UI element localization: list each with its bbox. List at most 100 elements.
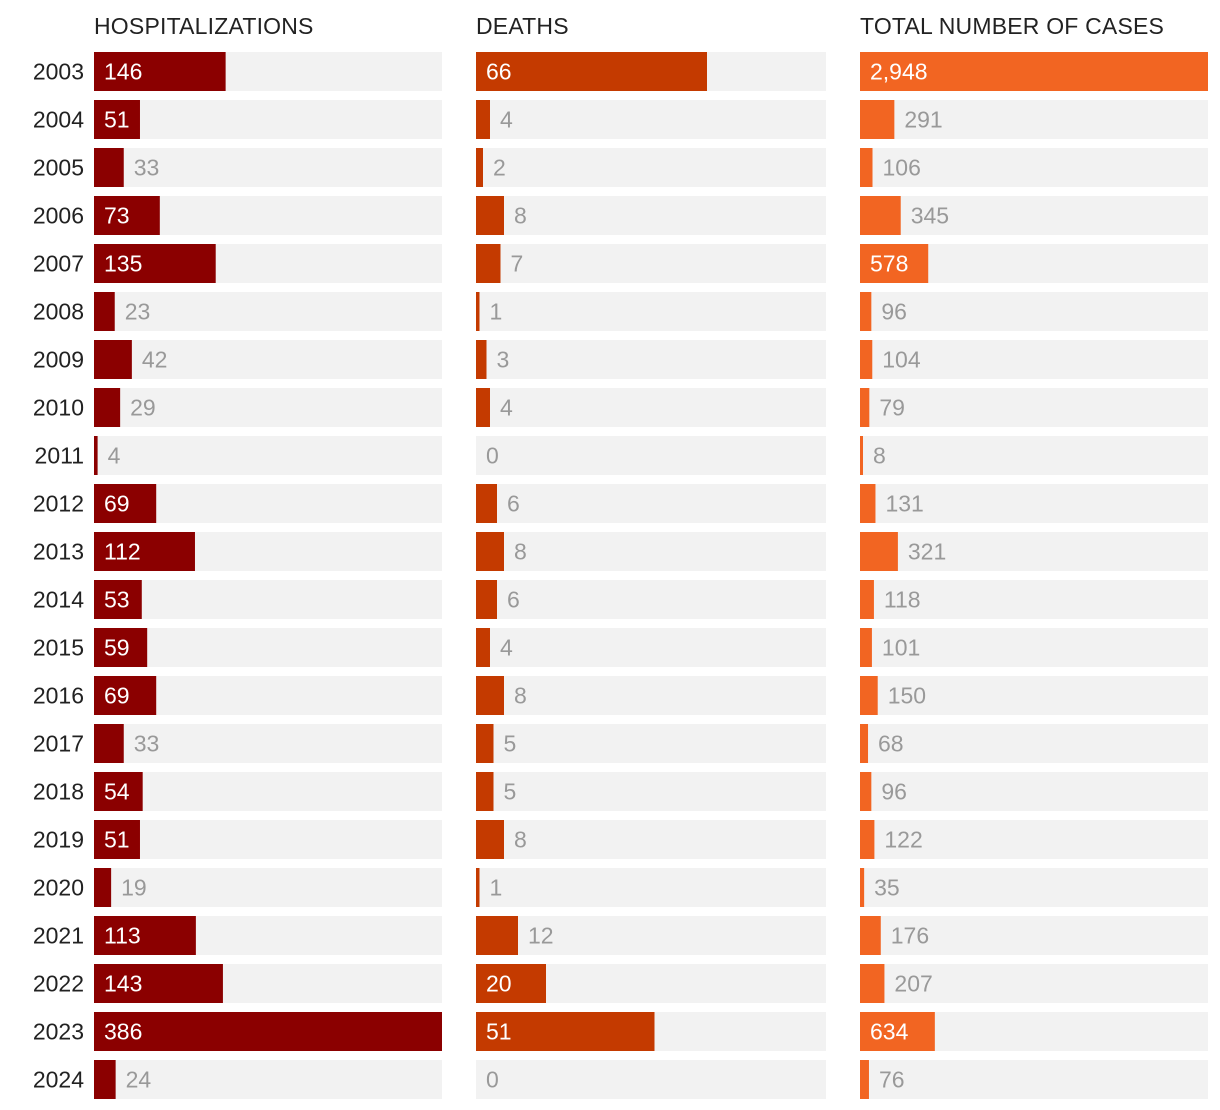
- year-label: 2008: [33, 299, 84, 325]
- bar-track: [476, 868, 826, 907]
- bar-track: [860, 580, 1208, 619]
- year-label: 2006: [33, 203, 84, 229]
- data-label: 176: [891, 923, 929, 949]
- year-label: 2022: [33, 971, 84, 997]
- bar: [94, 52, 226, 91]
- bar: [476, 388, 490, 427]
- data-label: 112: [104, 539, 141, 565]
- bar: [94, 484, 157, 523]
- year-label: 2005: [33, 155, 84, 181]
- data-label: 207: [894, 971, 932, 997]
- data-label: 122: [884, 827, 922, 853]
- bar: [94, 292, 115, 331]
- bar: [476, 868, 480, 907]
- data-label: 19: [121, 875, 147, 901]
- data-label: 6: [507, 491, 520, 517]
- data-label: 634: [870, 1019, 909, 1045]
- bar: [860, 580, 874, 619]
- bar: [860, 964, 885, 1003]
- value-labels: 1465133731352342294691125359693354511911…: [104, 59, 949, 1093]
- year-label: 2011: [35, 443, 84, 469]
- bar: [476, 100, 490, 139]
- bar-track: [860, 916, 1208, 955]
- bar-track: [476, 772, 826, 811]
- bar-track: [94, 724, 442, 763]
- data-label: 8: [514, 539, 527, 565]
- bar-track: [476, 676, 826, 715]
- bar-track: [476, 244, 826, 283]
- bar-track: [476, 484, 826, 523]
- bar: [860, 820, 875, 859]
- data-label: 3: [497, 347, 510, 373]
- data-label: 69: [104, 491, 130, 517]
- bar: [860, 676, 878, 715]
- bar: [94, 772, 143, 811]
- year-label: 2015: [33, 635, 84, 661]
- data-label: 51: [486, 1019, 512, 1045]
- bar-tracks: [94, 52, 1208, 1099]
- data-label: 20: [486, 971, 512, 997]
- data-label: 150: [888, 683, 926, 709]
- bar-track: [94, 820, 442, 859]
- bar: [476, 1012, 655, 1051]
- data-label: 578: [870, 251, 908, 277]
- bar: [94, 1012, 442, 1051]
- bar: [94, 148, 124, 187]
- year-label: 2020: [33, 875, 84, 901]
- data-label: 0: [486, 1067, 499, 1093]
- bar-track: [860, 388, 1208, 427]
- bar: [94, 388, 121, 427]
- bar: [860, 388, 870, 427]
- column-header: TOTAL NUMBER OF CASES: [860, 13, 1164, 39]
- year-label: 2016: [33, 683, 84, 709]
- bar: [94, 244, 216, 283]
- bar-track: [476, 388, 826, 427]
- column-header: DEATHS: [476, 13, 569, 39]
- bar: [94, 196, 160, 235]
- year-labels: 2003 2004 2005 2006 2007 2008 2009 2010 2011 2012…: [33, 59, 84, 1093]
- bar: [476, 676, 504, 715]
- data-label: 135: [104, 251, 142, 277]
- data-label: 51: [104, 827, 130, 853]
- bar-track: [860, 676, 1208, 715]
- bar: [476, 52, 707, 91]
- data-label: 106: [883, 155, 921, 181]
- data-label: 8: [514, 683, 527, 709]
- data-label: 29: [130, 395, 156, 421]
- data-label: 0: [486, 443, 499, 469]
- bar: [860, 244, 929, 283]
- bar-track: [94, 340, 442, 379]
- bar: [860, 436, 863, 475]
- bar-track: [94, 436, 442, 475]
- bar: [860, 52, 1208, 91]
- bar: [860, 1012, 935, 1051]
- bar-track: [860, 436, 1208, 475]
- bar-track: [860, 196, 1208, 235]
- bar-track: [94, 628, 442, 667]
- data-label: 6: [507, 587, 520, 613]
- bar-track: [94, 772, 442, 811]
- bar: [94, 580, 142, 619]
- data-label: 42: [142, 347, 168, 373]
- bar: [860, 724, 869, 763]
- bar: [476, 724, 494, 763]
- bar-track: [476, 532, 826, 571]
- bar-track: [860, 292, 1208, 331]
- year-label: 2017: [33, 731, 84, 757]
- data-label: 79: [879, 395, 905, 421]
- data-label: 35: [874, 875, 900, 901]
- bar: [860, 196, 901, 235]
- bar: [860, 628, 872, 667]
- bar: [94, 628, 148, 667]
- year-label: 2012: [33, 491, 84, 517]
- bar-track: [860, 820, 1208, 859]
- bar-track: [860, 772, 1208, 811]
- bar-track: [476, 148, 826, 187]
- bars: [94, 52, 1208, 1099]
- data-label: 12: [528, 923, 554, 949]
- bar: [860, 532, 898, 571]
- bar-track: [860, 724, 1208, 763]
- bar: [860, 772, 872, 811]
- data-label: 33: [134, 155, 160, 181]
- bar-track: [860, 100, 1208, 139]
